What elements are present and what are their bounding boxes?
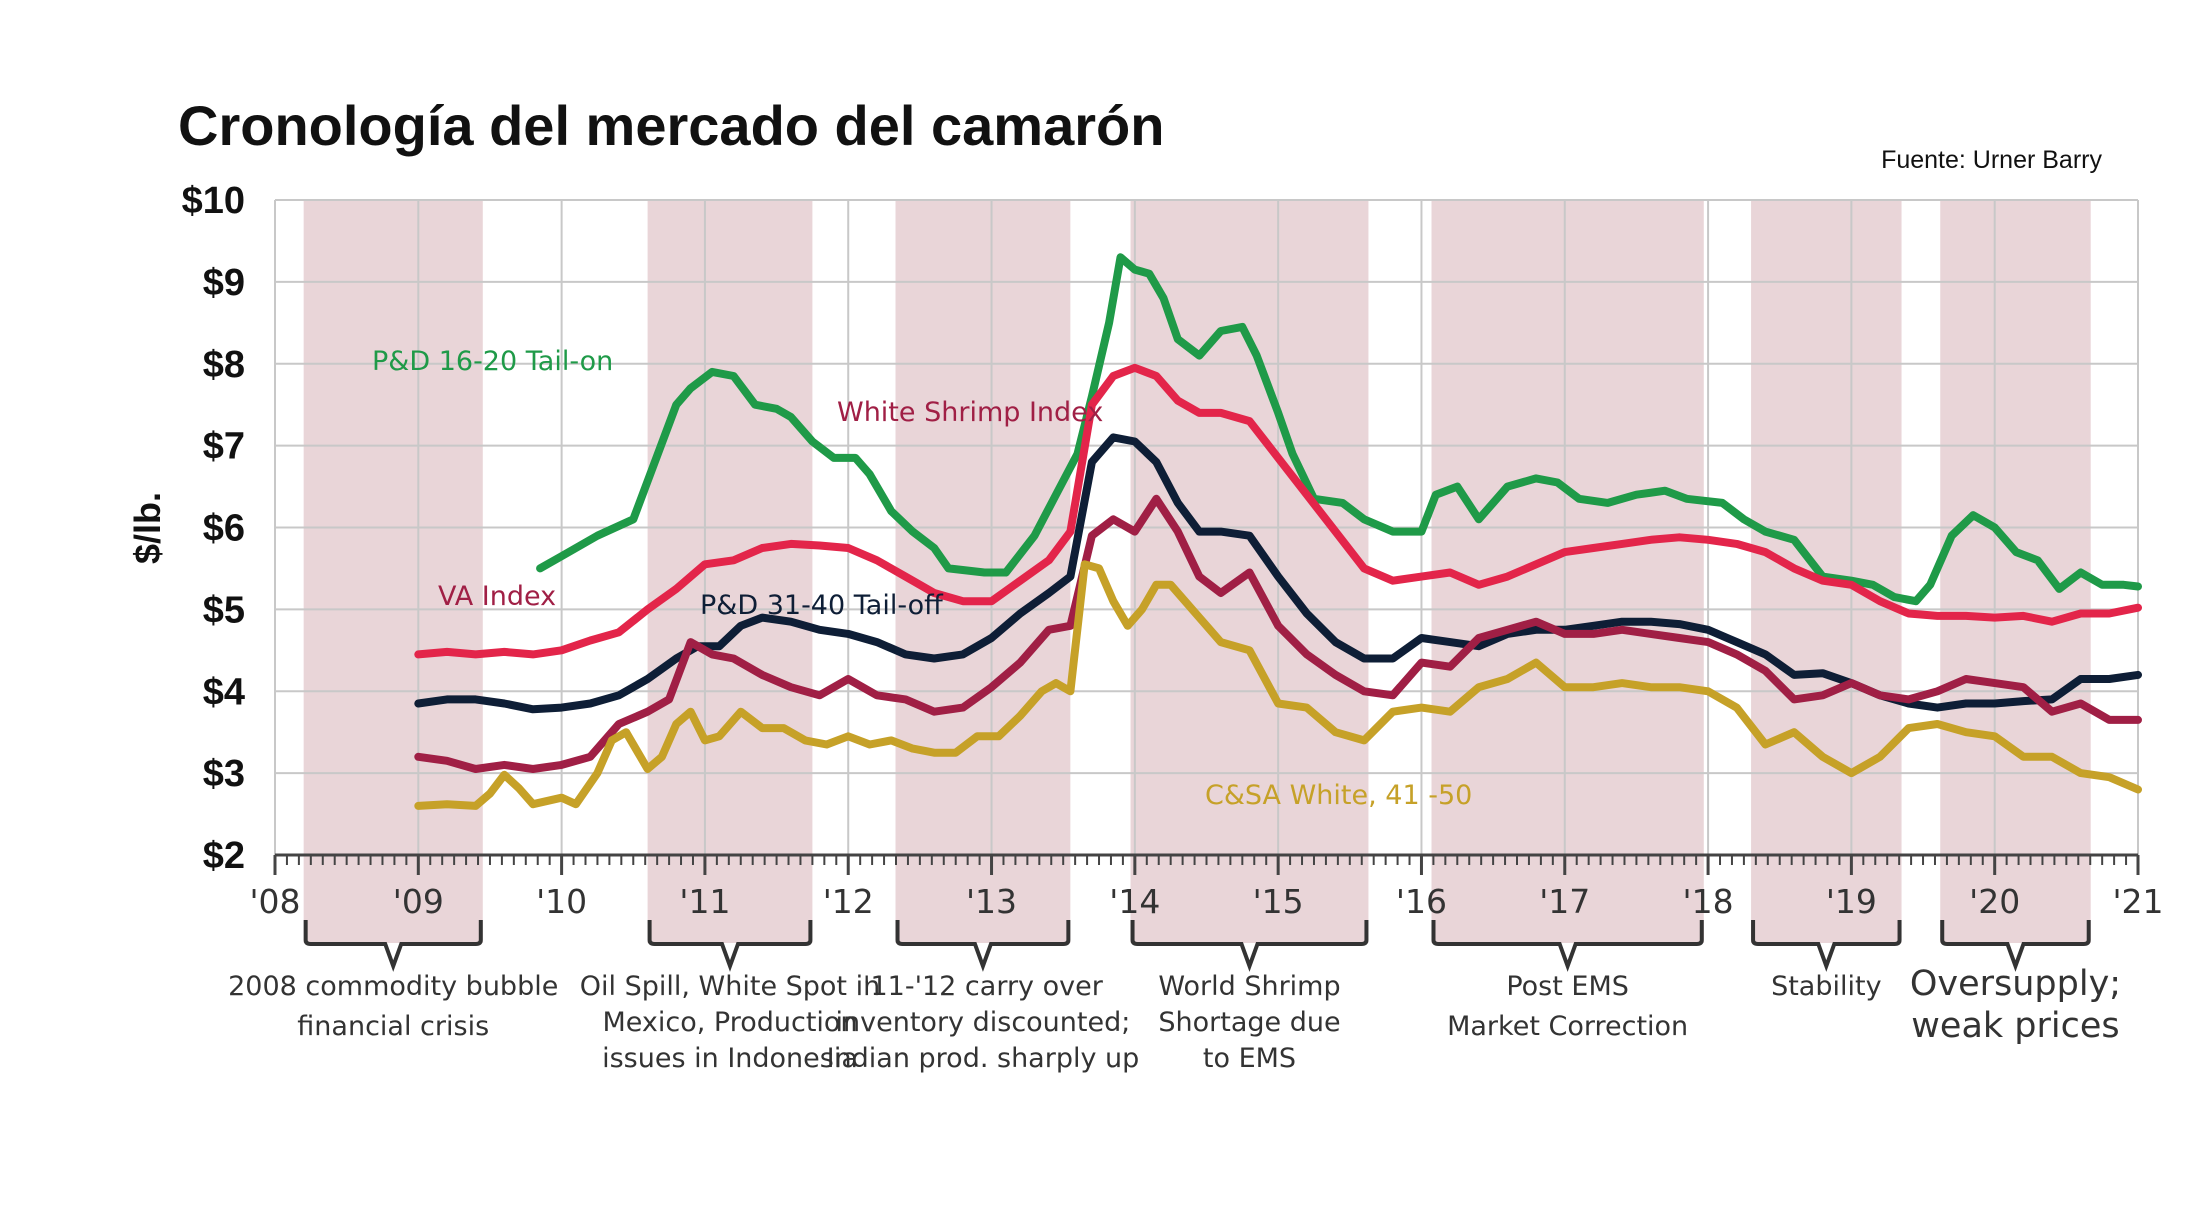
y-tick-label: $2 <box>203 835 245 877</box>
period-label-3: World Shrimp <box>1158 971 1340 1002</box>
period-band-5 <box>1751 200 1902 943</box>
y-tick-label: $8 <box>203 344 245 386</box>
x-tick-label: '20 <box>1969 882 2020 921</box>
x-tick-label: '10 <box>536 882 587 921</box>
period-label-2: '11-'12 carry over <box>863 971 1104 1002</box>
period-label-4: Post EMS <box>1506 971 1629 1002</box>
x-tick-label: '21 <box>2112 882 2163 921</box>
series-line-p-d-31-40-tail-off <box>414 433 2142 714</box>
period-label-5: Stability <box>1771 971 1882 1002</box>
x-tick-label: '15 <box>1253 882 1304 921</box>
y-tick-label: $9 <box>203 262 245 304</box>
series-label-csa-white: C&SA White, 41 -50 <box>1205 780 1472 811</box>
x-tick-label: '13 <box>966 882 1017 921</box>
y-tick-label: $10 <box>182 180 245 222</box>
x-tick-label: '14 <box>1109 882 1160 921</box>
source-note: Fuente: Urner Barry <box>1881 146 2102 174</box>
x-tick-label: '16 <box>1396 882 1447 921</box>
series-line-va-index <box>414 494 2142 773</box>
period-bands <box>303 200 2091 943</box>
period-brace-5 <box>1751 920 1902 972</box>
period-label-3: Shortage due <box>1158 1007 1340 1038</box>
y-axis-label: $/lb. <box>127 492 168 564</box>
y-tick-label: $6 <box>203 508 245 550</box>
period-brace-4 <box>1431 920 1704 972</box>
x-tick-label: '19 <box>1826 882 1877 921</box>
x-tick-label: '09 <box>393 882 444 921</box>
period-label-1: Mexico, Production <box>602 1007 857 1038</box>
y-tick-label: $5 <box>203 589 245 631</box>
period-label-0: 2008 commodity bubble <box>228 971 558 1002</box>
period-label-6: Oversupply; <box>1910 964 2121 1004</box>
series-label-white-shrimp-index: White Shrimp Index <box>837 397 1103 428</box>
x-tick-label: '12 <box>823 882 874 921</box>
period-brace-0 <box>303 920 483 972</box>
x-tick-label: '18 <box>1683 882 1734 921</box>
series-lines <box>414 253 2142 810</box>
period-brace-1 <box>647 920 813 972</box>
period-label-6: weak prices <box>1911 1006 2119 1046</box>
period-label-0: financial crisis <box>297 1011 489 1042</box>
period-label-2: inventory discounted; <box>836 1007 1131 1038</box>
period-label-1: Oil Spill, White Spot in <box>580 971 880 1002</box>
period-label-1: issues in Indonesia <box>602 1043 858 1074</box>
x-tick-label: '17 <box>1539 882 1590 921</box>
text-labels: Cronología del mercado del camarón Fuent… <box>127 94 2102 811</box>
series-label-pd-31-40: P&D 31-40 Tail-off <box>700 590 944 621</box>
y-tick-label: $3 <box>203 753 245 795</box>
x-tick-label: '11 <box>679 882 730 921</box>
period-brace-6 <box>1940 920 2091 972</box>
period-brace-2 <box>895 920 1071 972</box>
period-label-2: Indian prod. sharply up <box>827 1043 1140 1074</box>
axes: $2 $3 $4 $5 $6 $7 $8 $9 $10 '08 '09 '10 '11 '12 '13 '14… <box>182 180 2164 921</box>
chart-title: Cronología del mercado del camarón <box>178 94 1164 157</box>
series-line-p-d-16-20-tail-on <box>536 253 2142 606</box>
period-band-0 <box>303 200 483 943</box>
period-band-1 <box>647 200 813 943</box>
period-band-4 <box>1431 200 1704 943</box>
series-label-va-index: VA Index <box>438 581 556 612</box>
period-brace-3 <box>1130 920 1369 972</box>
series-line-white-shrimp-index <box>414 363 2142 659</box>
y-tick-label: $7 <box>203 426 245 468</box>
period-label-3: to EMS <box>1203 1043 1296 1074</box>
period-band-6 <box>1940 200 2091 943</box>
y-tick-label: $4 <box>203 671 245 713</box>
period-label-4: Market Correction <box>1447 1011 1688 1042</box>
x-tick-label: '08 <box>249 882 300 921</box>
series-line-c-sa-white-41-50 <box>414 560 2142 810</box>
period-annotations: 2008 commodity bubble financial crisis Oil… <box>228 920 2121 1074</box>
series-label-pd-16-20: P&D 16-20 Tail-on <box>372 346 613 377</box>
